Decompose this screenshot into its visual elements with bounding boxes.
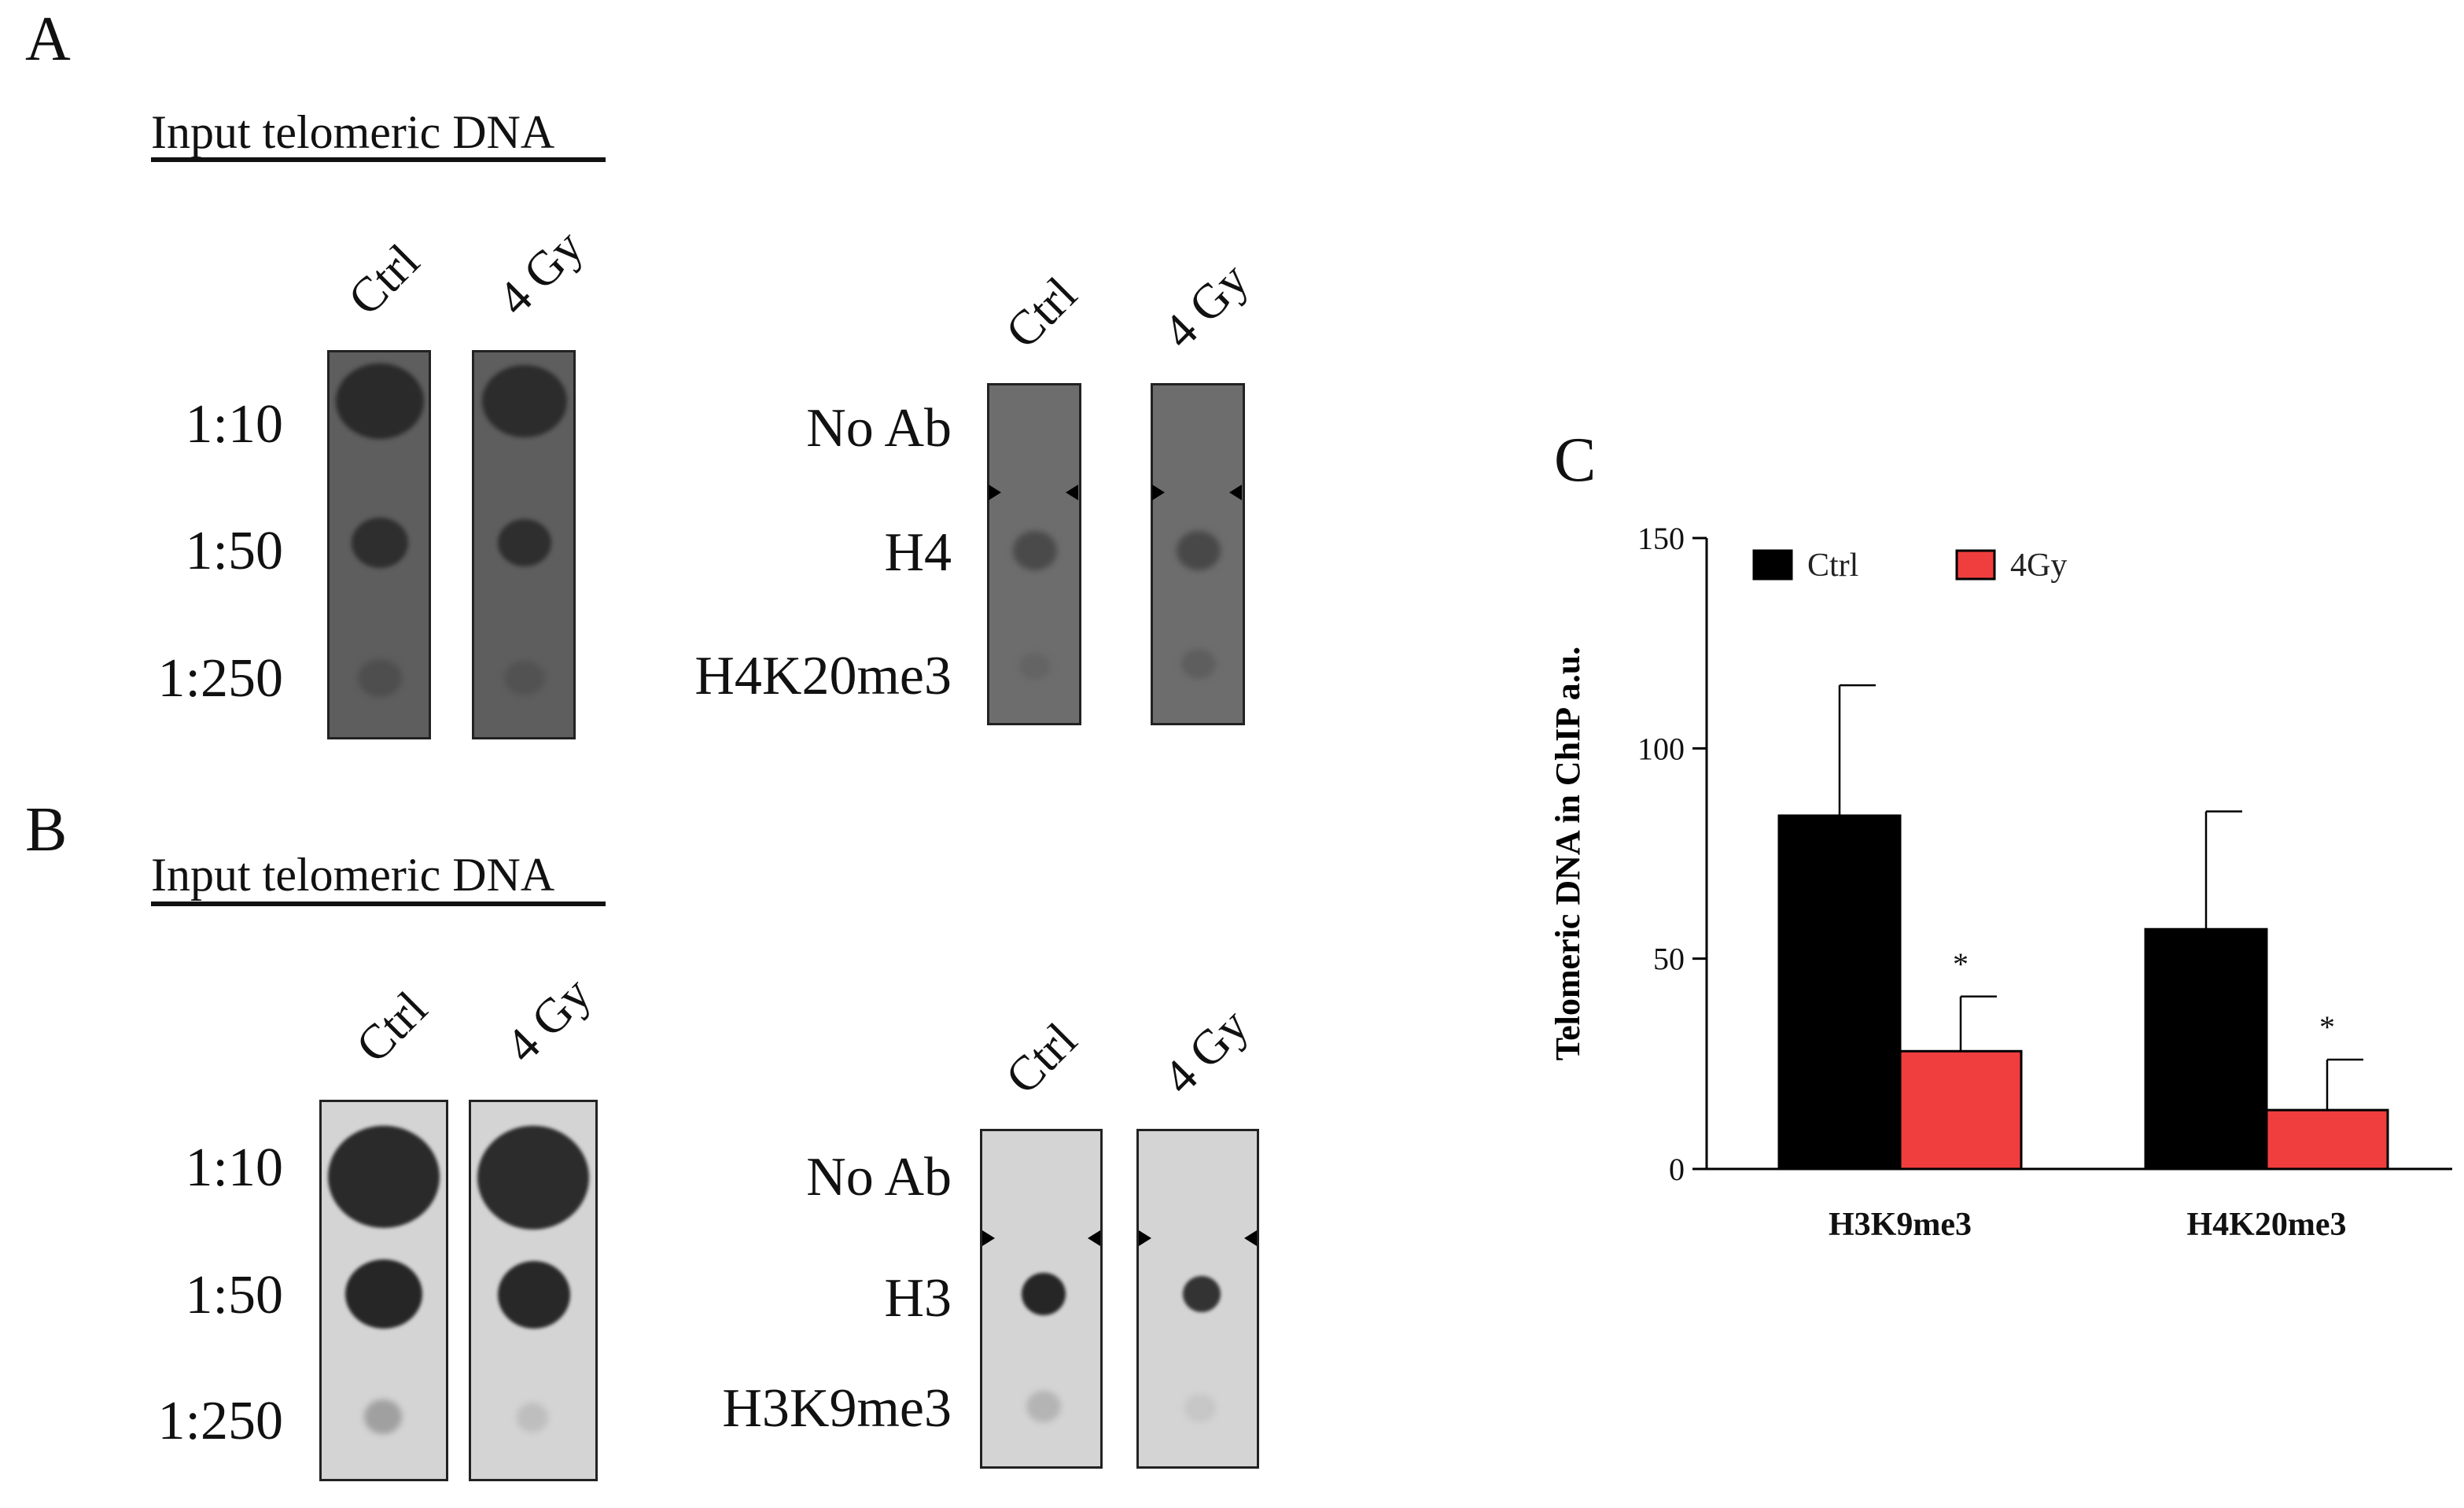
blot-spot [1183,1276,1221,1312]
chip-lane-label-b-ctrl: Ctrl [996,1012,1088,1105]
y-tick-label: 150 [1637,521,1685,556]
legend-label: 4Gy [2010,548,2067,584]
y-axis-label: Telomeric DNA in ChIP a.u. [1549,647,1587,1060]
bar-ctrl-h4k20me3 [2144,927,2268,1171]
chip-row-label-a-h4k20me3: H4K20me3 [694,646,952,706]
blot-spot [358,659,402,697]
input-title-underline-a [151,157,606,162]
dilution-label-a-1: 1:10 [185,394,283,455]
input-title-a: Input telomeric DNA [151,106,555,158]
marker-arrow-icon [1066,485,1078,500]
dilution-label-b-2: 1:50 [185,1265,283,1325]
chip-lane-label-a-ctrl: Ctrl [996,267,1088,359]
blot-spot [1022,1273,1066,1315]
lane-label-b-ctrl: Ctrl [346,981,438,1074]
blot-spot [336,363,424,439]
blot-spot [1019,653,1051,680]
y-tick-label: 0 [1669,1152,1685,1187]
marker-arrow-icon [982,1230,995,1246]
input-title-b: Input telomeric DNA [151,849,555,901]
significance-marker: * [2319,1009,2335,1045]
chip-row-label-a-h4: H4 [884,522,952,583]
marker-arrow-icon [1139,1230,1151,1246]
dilution-label-b-3: 1:250 [157,1391,283,1451]
blot-spot [498,1261,570,1329]
bar-4gy-h4k20me3 [2265,1108,2389,1171]
blot-spot [1026,1391,1061,1422]
blot-spot [1177,531,1221,570]
dilution-label-a-3: 1:250 [157,648,283,709]
blot-spot [364,1399,402,1434]
dilution-label-a-2: 1:50 [185,521,283,581]
blot-spot [1184,1394,1216,1422]
dot-blot-strip-b-ctrl [319,1100,448,1481]
y-tick-label: 50 [1653,942,1685,977]
blot-spot [1013,531,1057,570]
bar-4gy-h3k9me3 [1899,1049,2023,1171]
blot-spot [477,1126,589,1230]
input-title-underline-b [151,901,606,906]
lane-label-a-ctrl: Ctrl [338,234,430,326]
lane-label-b-4gy: 4 Gy [495,967,602,1074]
chip-lane-label-a-4gy: 4 Gy [1153,253,1259,359]
blot-spot [517,1403,548,1432]
chip-row-label-b-h3: H3 [884,1268,952,1329]
chip-blot-strip-a-4gy [1151,383,1245,725]
legend-label: Ctrl [1807,548,1858,584]
lane-label-a-4gy: 4 Gy [488,219,594,326]
dot-blot-strip-b-4gy [469,1100,598,1481]
chip-blot-strip-b-4gy [1136,1129,1259,1469]
legend-swatch [1955,549,1996,581]
marker-arrow-icon [1088,1230,1100,1246]
blot-spot [1181,649,1216,679]
panel-letter-a: A [25,5,71,74]
chip-lane-label-b-4gy: 4 Gy [1153,998,1259,1105]
dilution-label-b-1: 1:10 [185,1137,283,1198]
dot-blot-strip-a-4gy [472,350,576,739]
significance-marker: * [1953,946,1969,982]
blot-spot [345,1259,422,1329]
marker-arrow-icon [1229,485,1242,500]
chip-blot-strip-a-ctrl [987,383,1081,725]
blot-spot [328,1126,440,1228]
blot-spot [504,661,545,695]
legend-swatch [1752,549,1793,581]
blot-spot [498,519,551,566]
panel-letter-c: C [1554,426,1597,495]
marker-arrow-icon [1152,485,1165,500]
x-category-label: H3K9me3 [1829,1207,1972,1243]
dot-blot-strip-a-ctrl [327,350,431,739]
chip-blot-strip-b-ctrl [980,1129,1103,1469]
blot-spot [482,365,567,437]
bar-ctrl-h3k9me3 [1777,814,1902,1171]
chip-row-label-b-h3k9me3: H3K9me3 [722,1378,952,1439]
y-tick-label: 100 [1637,731,1685,766]
marker-arrow-icon [989,485,1001,500]
chip-row-label-b-noab: No Ab [806,1147,952,1208]
x-category-label: H4K20me3 [2187,1207,2347,1243]
chip-row-label-a-noab: No Ab [806,398,952,459]
blot-spot [352,518,408,568]
marker-arrow-icon [1244,1230,1257,1246]
panel-letter-b: B [25,795,68,865]
